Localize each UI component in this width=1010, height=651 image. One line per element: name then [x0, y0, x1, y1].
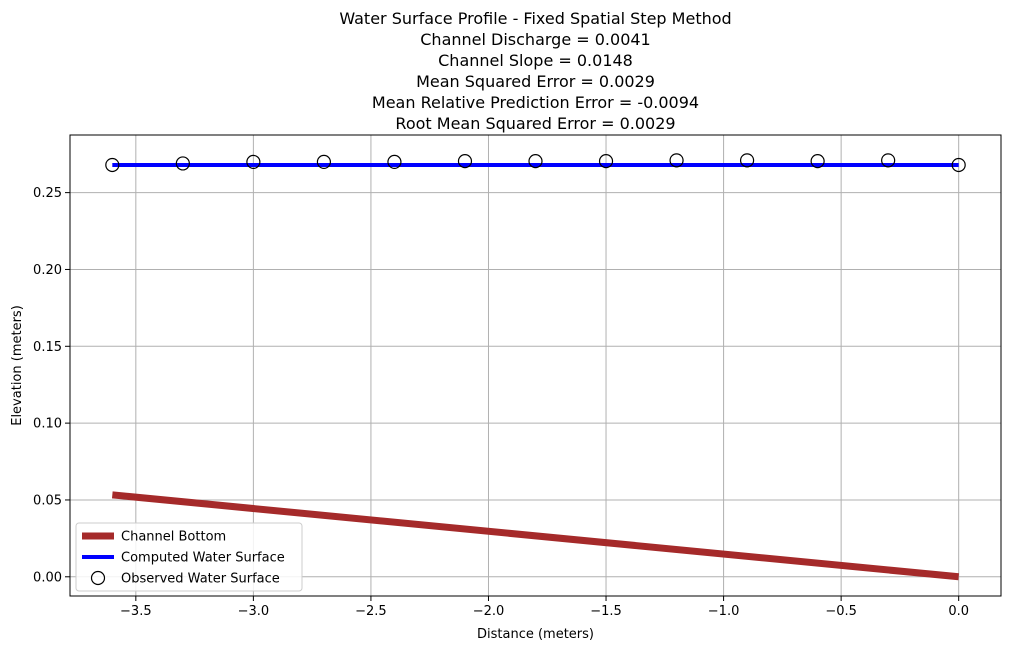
legend-label: Observed Water Surface: [121, 572, 280, 587]
observed-point: [598, 154, 614, 169]
x-axis-ticks: −3.5 −3.0 −2.5 −2.0 −1.5 −1.0 −0.5 0.0: [120, 596, 969, 619]
title-line: Root Mean Squared Error = 0.0029: [395, 114, 675, 133]
observed-point: [810, 154, 825, 169]
legend-box: [75, 522, 303, 592]
y-tick-label: 0.00: [33, 570, 62, 585]
observed-point: [528, 154, 543, 169]
legend-label: Computed Water Surface: [121, 551, 285, 566]
observed-point: [316, 154, 332, 169]
title-line: Channel Slope = 0.0148: [438, 51, 633, 70]
legend-label: Channel Bottom: [121, 530, 226, 545]
legend: Channel Bottom Computed Water Surface Obse…: [75, 522, 303, 592]
grid-lines: [70, 135, 1001, 596]
x-tick-label: −2.0: [473, 604, 505, 619]
observed-point: [175, 156, 190, 171]
title-line: Channel Discharge = 0.0041: [420, 30, 650, 49]
plot-series: [105, 153, 966, 581]
x-tick-label: −3.0: [238, 604, 270, 619]
series-line-0: [111, 491, 960, 581]
y-tick-label: 0.10: [33, 417, 62, 432]
observed-point: [387, 154, 402, 169]
observed-point: [246, 154, 261, 169]
y-tick-label: 0.25: [33, 186, 62, 201]
title-line: Water Surface Profile - Fixed Spatial St…: [339, 9, 731, 28]
observed-point: [457, 154, 473, 169]
y-tick-label: 0.20: [33, 263, 62, 278]
x-tick-label: −3.5: [120, 604, 152, 619]
y-tick-label: 0.15: [33, 340, 62, 355]
x-tick-label: −1.5: [590, 604, 622, 619]
observed-point: [105, 157, 120, 173]
y-axis-ticks: 0.00 0.05 0.10 0.15 0.20 0.25: [33, 186, 70, 585]
x-tick-label: −2.5: [355, 604, 387, 619]
observed-point: [951, 157, 966, 173]
observed-point: [881, 153, 896, 168]
title-line: Mean Relative Prediction Error = -0.0094: [372, 93, 699, 112]
plot-frame: [69, 134, 1002, 597]
y-axis-label: Elevation (meters): [10, 305, 25, 426]
x-axis-label: Distance (meters): [477, 627, 594, 642]
title-line: Mean Squared Error = 0.0029: [416, 72, 655, 91]
y-tick-label: 0.05: [33, 493, 62, 508]
observed-point: [669, 153, 684, 168]
x-tick-label: 0.0: [948, 604, 969, 619]
legend-swatch: [90, 570, 106, 586]
x-tick-label: −0.5: [825, 604, 857, 619]
x-tick-label: −1.0: [708, 604, 740, 619]
chart-title: Water Surface Profile - Fixed Spatial St…: [339, 9, 731, 133]
observed-point: [739, 153, 755, 168]
